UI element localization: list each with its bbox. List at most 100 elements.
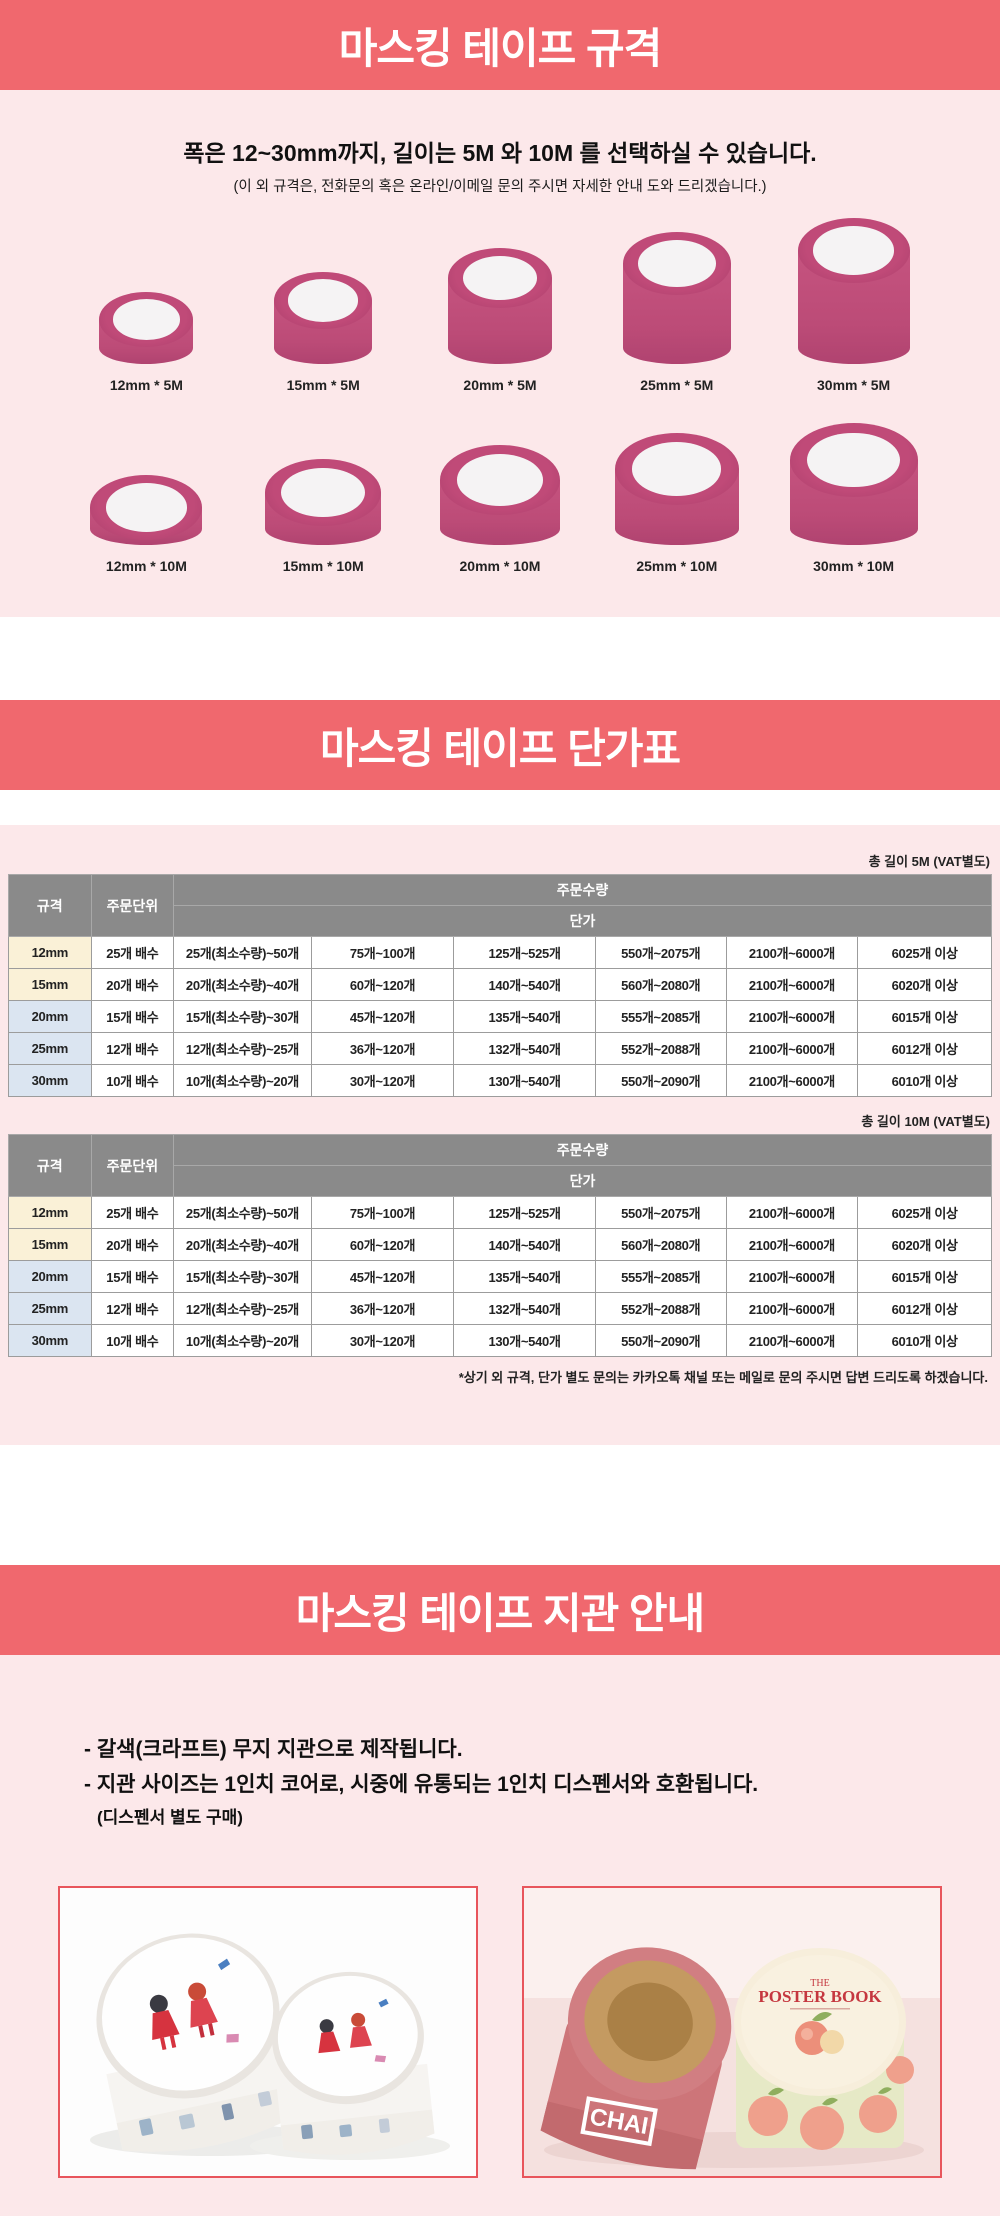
qty-range-cell: 25개(최소수량)~50개 [173, 1196, 312, 1229]
tape-roll-label: 25mm * 10M [636, 558, 718, 574]
tape-roll-hole [281, 467, 365, 518]
unit-cell: 25개 배수 [90, 936, 175, 969]
spec-section: 폭은 12~30mm까지, 길이는 5M 와 10M 를 선택하실 수 있습니다… [0, 90, 1000, 617]
qty-range-cell: 6015개 이상 [857, 1000, 992, 1033]
tape-roll-label: 20mm * 5M [463, 377, 537, 393]
photo-kraft-core: CHAI [522, 1886, 942, 2178]
qty-range-cell: 6015개 이상 [857, 1260, 992, 1293]
tape-roll-label: 30mm * 5M [817, 377, 891, 393]
qty-range-cell: 10개(최소수량)~20개 [173, 1324, 312, 1357]
tape-roll-label: 25mm * 5M [640, 377, 714, 393]
core-bullet-note: (디스펜서 별도 구매) [97, 1808, 243, 1827]
section-header-spec: 마스킹 테이프 규격 [0, 0, 1000, 90]
qty-range-cell: 6020개 이상 [857, 1228, 992, 1261]
size-cell: 15mm [8, 968, 92, 1001]
tape-roll-slot [58, 475, 235, 545]
unit-cell: 10개 배수 [90, 1064, 175, 1097]
tape-roll [797, 218, 910, 364]
col-header-unit: 주문단위 [90, 1134, 175, 1197]
price-row-12mm: 12mm 25개 배수 25개(최소수량)~50개 75개~100개 125개~525개… [8, 936, 992, 969]
tape-roll [447, 248, 552, 364]
tape-roll-top [789, 423, 918, 497]
price-table-10m: 규격 주문단위 주문수량 단가 12mm 25개 배수 25개(최소수량)~50개 75개~1… [8, 1134, 992, 1357]
qty-range-cell: 30개~120개 [310, 1324, 455, 1357]
tape-roll-top [622, 232, 731, 295]
tape-roll-slot [412, 248, 589, 364]
section-header-price: 마스킹 테이프 단가표 [0, 700, 1000, 790]
white-gap [0, 790, 1000, 825]
qty-range-cell: 10개(최소수량)~20개 [173, 1064, 312, 1097]
unit-cell: 15개 배수 [90, 1000, 175, 1033]
tape-roll-hole [112, 299, 181, 340]
price-row-20mm: 20mm 15개 배수 15개(최소수량)~30개 45개~120개 135개~540개… [8, 1260, 992, 1293]
core-bullet-2: - 지관 사이즈는 1인치 코어로, 시중에 유통되는 1인치 디스펜서와 호환… [84, 1773, 759, 1796]
qty-range-cell: 60개~120개 [310, 968, 455, 1001]
qty-range-cell: 15개(최소수량)~30개 [173, 1260, 312, 1293]
tape-roll-top [99, 292, 194, 347]
price-row-15mm: 15mm 20개 배수 20개(최소수량)~40개 60개~120개 140개~540개… [8, 968, 992, 1001]
character-doodle [149, 1958, 239, 2051]
tape-roll [789, 423, 918, 545]
qty-range-cell: 25개(최소수량)~50개 [173, 936, 312, 969]
qty-range-cell: 552개~2088개 [594, 1032, 727, 1065]
qty-range-cell: 130개~540개 [453, 1324, 596, 1357]
qty-range-cell: 552개~2088개 [594, 1292, 727, 1325]
tape-roll-slot [765, 423, 942, 545]
qty-range-cell: 30개~120개 [310, 1064, 455, 1097]
character-doodle [318, 1998, 389, 2063]
qty-range-cell: 130개~540개 [453, 1064, 596, 1097]
qty-range-cell: 20개(최소수량)~40개 [173, 1228, 312, 1261]
tape-roll-labels-10m: 12mm * 10M 15mm * 10M 20mm * 10M 25mm * 10M… [58, 558, 942, 574]
qty-range-cell: 2100개~6000개 [725, 1260, 859, 1293]
col-header-size: 규격 [8, 1134, 92, 1197]
tape-roll-top [90, 475, 203, 540]
tape-roll-hole [813, 226, 894, 275]
qty-range-cell: 6010개 이상 [857, 1324, 992, 1357]
core-section: - 갈색(크라프트) 무지 지관으로 제작됩니다. - 지관 사이즈는 1인치 … [0, 1655, 1000, 2216]
tape-roll-hole [462, 255, 538, 301]
tape-roll-label: 30mm * 10M [813, 558, 895, 574]
size-cell: 20mm [8, 1260, 92, 1293]
qty-range-cell: 125개~525개 [453, 1196, 596, 1229]
core-bullets: - 갈색(크라프트) 무지 지관으로 제작됩니다. - 지관 사이즈는 1인치 … [84, 1733, 1000, 1828]
qty-range-cell: 6012개 이상 [857, 1292, 992, 1325]
qty-range-cell: 140개~540개 [453, 1228, 596, 1261]
qty-range-cell: 60개~120개 [310, 1228, 455, 1261]
tape-roll-slot [588, 433, 765, 545]
col-header-qty: 주문수량 [173, 1134, 992, 1166]
core-bullet-1: - 갈색(크라프트) 무지 지관으로 제작됩니다. [84, 1738, 463, 1761]
size-cell: 15mm [8, 1228, 92, 1261]
qty-range-cell: 2100개~6000개 [725, 1324, 859, 1357]
qty-range-cell: 2100개~6000개 [725, 1064, 859, 1097]
core-title: 마스킹 테이프 지관 안내 [295, 1589, 705, 1637]
qty-range-cell: 36개~120개 [310, 1292, 455, 1325]
tape-roll-labels-5m: 12mm * 5M 15mm * 5M 20mm * 5M 25mm * 5M 30mm… [58, 377, 942, 393]
qty-range-cell: 6020개 이상 [857, 968, 992, 1001]
price-row-12mm: 12mm 25개 배수 25개(최소수량)~50개 75개~100개 125개~525개… [8, 1196, 992, 1229]
qty-range-cell: 132개~540개 [453, 1032, 596, 1065]
tape-roll-label: 20mm * 10M [459, 558, 541, 574]
size-cell: 12mm [8, 936, 92, 969]
washi-roll-small [272, 1971, 435, 2155]
unit-cell: 20개 배수 [90, 1228, 175, 1261]
col-header-price: 단가 [173, 905, 992, 937]
qty-range-cell: 2100개~6000개 [725, 1032, 859, 1065]
tape-roll-top [274, 272, 373, 329]
qty-range-cell: 135개~540개 [453, 1260, 596, 1293]
qty-range-cell: 125개~525개 [453, 936, 596, 969]
qty-range-cell: 2100개~6000개 [725, 1292, 859, 1325]
col-header-size: 규격 [8, 874, 92, 937]
price-table-5m: 규격 주문단위 주문수량 단가 12mm 25개 배수 25개(최소수량)~50개 75개~1… [8, 874, 992, 1097]
tape-roll-hole [807, 432, 900, 488]
unit-cell: 25개 배수 [90, 1196, 175, 1229]
poster-book-the-text: THE [810, 1978, 829, 1989]
tape-roll-slot [412, 445, 589, 545]
qty-range-cell: 550개~2090개 [594, 1064, 727, 1097]
tape-roll-slot [235, 459, 412, 545]
qty-range-cell: 2100개~6000개 [725, 968, 859, 1001]
core-photos: CHAI [58, 1886, 942, 2178]
tape-roll-hole [637, 240, 716, 287]
size-cell: 12mm [8, 1196, 92, 1229]
tape-roll [622, 232, 731, 364]
white-gap [0, 617, 1000, 700]
